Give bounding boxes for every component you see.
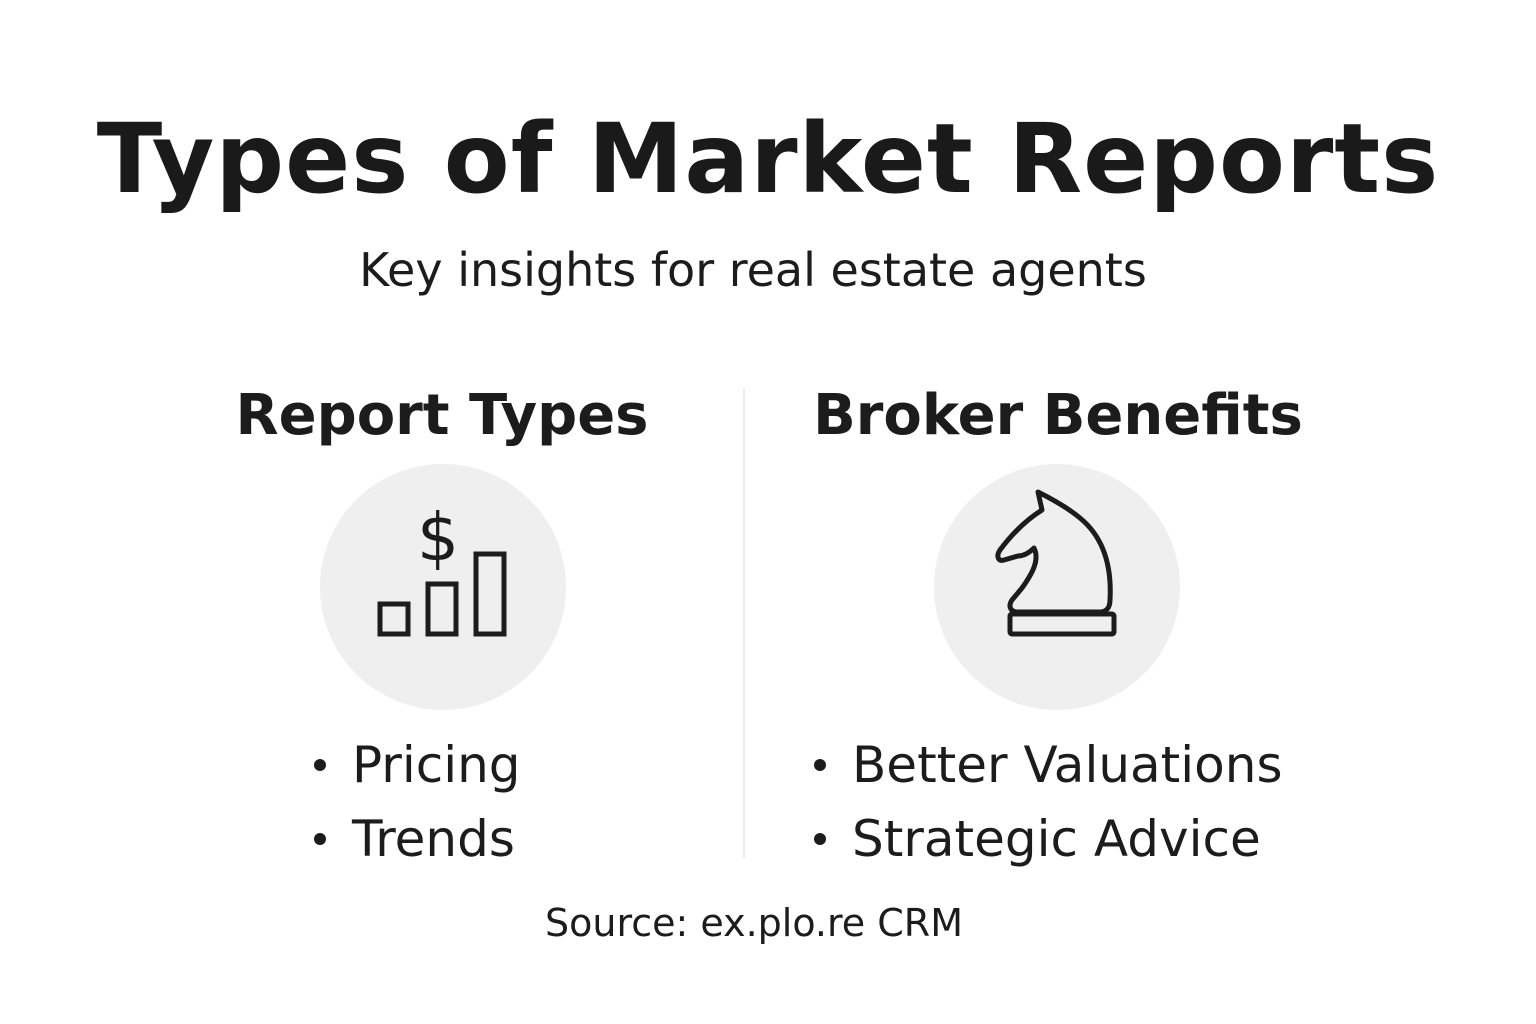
- list-item: Strategic Advice: [810, 802, 1283, 876]
- broker-benefits-icon-circle: [934, 464, 1180, 710]
- list-item-label: Better Valuations: [852, 736, 1283, 794]
- dollar-sign-icon: $: [417, 499, 459, 576]
- page-subtitle: Key insights for real estate agents: [359, 243, 1147, 297]
- knight-base-icon: [1007, 611, 1117, 637]
- bar-medium-icon: [425, 581, 459, 637]
- broker-benefits-column: Broker Benefits Better Valuations Strate…: [748, 380, 1368, 880]
- report-types-column: Report Types $ Pricing Trends: [132, 380, 752, 880]
- broker-benefits-heading: Broker Benefits: [813, 383, 1303, 448]
- bar-small-icon: [377, 601, 411, 637]
- list-item: Better Valuations: [810, 728, 1283, 802]
- page-title: Types of Market Reports: [96, 103, 1440, 215]
- bullet-icon: [814, 759, 826, 771]
- report-types-heading: Report Types: [235, 383, 649, 448]
- dollar-bar-chart-icon: $: [377, 499, 507, 637]
- list-item: Trends: [310, 802, 521, 876]
- list-item-label: Strategic Advice: [852, 810, 1261, 868]
- list-item-label: Trends: [352, 810, 515, 868]
- knight-head-icon: [995, 489, 1113, 615]
- broker-benefits-list: Better Valuations Strategic Advice: [810, 728, 1283, 876]
- bar-tall-icon: [473, 551, 507, 637]
- source-caption: Source: ex.plo.re CRM: [545, 901, 963, 945]
- column-divider: [743, 388, 745, 858]
- list-item-label: Pricing: [352, 736, 521, 794]
- report-types-icon-circle: $: [320, 464, 566, 710]
- report-types-list: Pricing Trends: [310, 728, 521, 876]
- bullet-icon: [314, 759, 326, 771]
- bullet-icon: [814, 833, 826, 845]
- chess-knight-icon: [995, 489, 1117, 637]
- list-item: Pricing: [310, 728, 521, 802]
- bullet-icon: [314, 833, 326, 845]
